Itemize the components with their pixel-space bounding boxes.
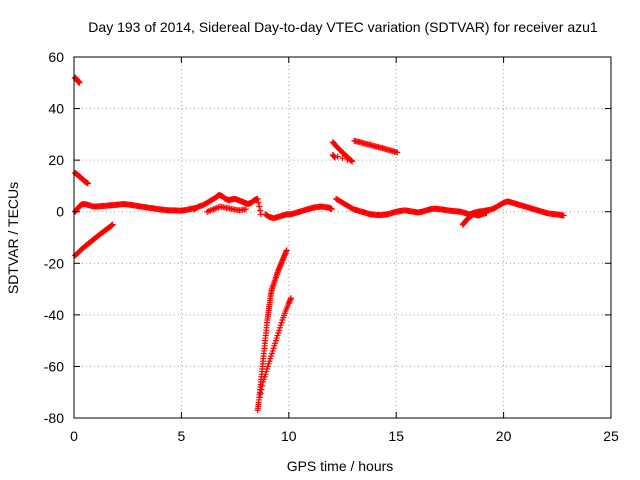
data-point-fill	[241, 206, 248, 213]
x-tick-label: 20	[496, 428, 512, 444]
data-point-fill	[268, 350, 275, 357]
data-point-fill	[482, 210, 489, 217]
y-tick-label: -60	[44, 358, 64, 374]
data-point-fill	[366, 141, 373, 148]
data-point-fill	[209, 206, 216, 213]
data-point-fill	[559, 212, 566, 219]
data-point-fill	[278, 319, 285, 326]
data-point-fill	[287, 296, 294, 303]
data-point-fill	[259, 382, 266, 389]
y-tick-label: 40	[48, 101, 64, 117]
data-point-fill	[76, 79, 83, 86]
data-point-fill	[272, 276, 279, 283]
x-axis-title: GPS time / hours	[287, 458, 394, 474]
y-axis-title: SDTVAR / TECUs	[5, 182, 21, 294]
data-point-fill	[335, 197, 342, 204]
x-tick-label: 15	[388, 428, 404, 444]
data-point-fill	[228, 205, 235, 212]
data-point-fill	[257, 207, 264, 214]
y-tick-label: -20	[44, 255, 64, 271]
series-arc-9	[329, 139, 356, 165]
data-point-fill	[371, 143, 378, 150]
data-point-fill	[339, 155, 346, 162]
data-point-fill	[382, 145, 389, 152]
data-point-fill	[498, 200, 505, 207]
data-point-fill	[262, 371, 269, 378]
data-point-fill	[274, 269, 281, 276]
data-point-fill	[272, 340, 279, 347]
data-point-fill	[202, 200, 209, 207]
data-point-fill	[328, 205, 335, 212]
series-arc-5	[191, 191, 264, 218]
series-arc-8	[262, 203, 335, 222]
data-point-fill	[109, 222, 116, 229]
data-point-fill	[331, 153, 338, 160]
chart-title: Day 193 of 2014, Sidereal Day-to-day VTE…	[88, 19, 598, 35]
data-point-fill	[339, 199, 346, 206]
data-point-fill	[360, 140, 367, 147]
data-point-fill	[348, 157, 355, 164]
data-point-fill	[494, 203, 501, 210]
y-tick-label: 0	[56, 204, 64, 220]
y-tick-label: 20	[48, 152, 64, 168]
data-point-fill	[387, 147, 394, 154]
data-point-fill	[206, 198, 213, 205]
data-point-fill	[392, 149, 399, 156]
data-point-fill	[264, 212, 271, 219]
data-point-fill	[262, 329, 269, 336]
data-point-fill	[270, 282, 277, 289]
data-point-fill	[258, 386, 265, 393]
y-tick-label: -80	[44, 410, 64, 426]
data-point-fill	[193, 204, 200, 211]
data-point-fill	[260, 350, 267, 357]
data-point-fill	[348, 204, 355, 211]
x-tick-label: 25	[603, 428, 619, 444]
data-point-fill	[221, 204, 228, 211]
data-point-fill	[344, 156, 351, 163]
data-point-fill	[261, 340, 268, 347]
x-tick-label: 10	[281, 428, 297, 444]
data-point-fill	[275, 329, 282, 336]
x-tick-label: 5	[178, 428, 186, 444]
data-point-fill	[281, 310, 288, 317]
axis-ticks	[73, 56, 612, 419]
series-arc-10	[351, 137, 401, 156]
data-point-fill	[257, 390, 264, 397]
data-point-fill	[255, 199, 262, 206]
data-point-fill	[259, 360, 266, 367]
x-tick-label: 0	[70, 428, 78, 444]
data-point	[256, 394, 263, 401]
series-arc-7	[256, 295, 294, 401]
x-tick-labels: 0 5 10 15 20 25	[70, 428, 619, 444]
series-arc-12	[459, 210, 490, 228]
data-point-fill	[343, 202, 350, 209]
data-point-fill	[283, 248, 290, 255]
y-tick-label: -40	[44, 307, 64, 323]
data-point-fill	[376, 144, 383, 151]
series-arc-2	[72, 170, 91, 187]
data-point-fill	[355, 138, 362, 145]
data-point-fill	[265, 360, 272, 367]
data-point-fill	[253, 196, 260, 203]
y-tick-labels: -80 -60 -40 -20 0 20 40 60	[44, 49, 64, 426]
series-arc-6	[254, 247, 290, 414]
data-point-fill	[268, 288, 275, 295]
data-point-fill	[284, 302, 291, 309]
data-point-fill	[256, 203, 263, 210]
data-point-fill	[84, 180, 91, 187]
y-tick-label: 60	[48, 49, 64, 65]
plot-frame	[73, 56, 612, 419]
